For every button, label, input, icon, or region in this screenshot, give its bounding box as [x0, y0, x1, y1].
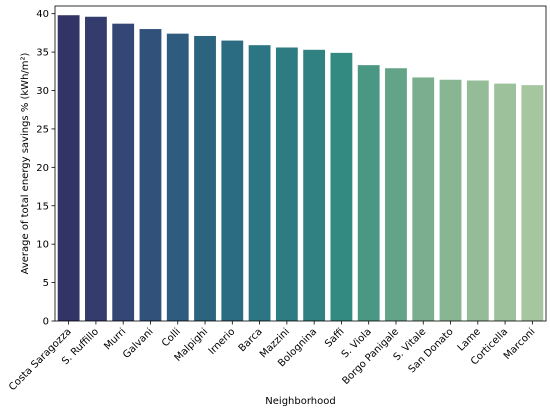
- bar-s-viola: [357, 65, 380, 321]
- bar-barca: [248, 45, 271, 322]
- plot-frame: [54, 5, 547, 322]
- y-axis: 0 5 10 15 20 25 30 35 40: [36, 9, 55, 328]
- x-tick-label: Irnerio: [207, 326, 238, 357]
- bars-group: [57, 15, 544, 322]
- y-tick-label: 40: [36, 9, 49, 20]
- bar-s-ruffillo: [85, 16, 107, 321]
- bar-san-donato: [439, 79, 462, 321]
- bar-lame: [466, 80, 489, 322]
- y-tick-label: 30: [36, 86, 49, 97]
- y-tick-label: 20: [36, 163, 49, 174]
- y-axis-title: Average of total energy savings % (kWh/m…: [20, 52, 31, 274]
- y-tick-label: 0: [43, 317, 49, 328]
- x-tick-label: Colli: [160, 326, 183, 349]
- y-tick-label: 10: [36, 240, 49, 251]
- bar-corticella: [494, 83, 516, 321]
- x-tick-label: Galvani: [121, 326, 156, 361]
- bar-borgo-panigale: [385, 68, 407, 321]
- bar-saffi: [330, 52, 353, 322]
- x-tick-label: Saffi: [323, 326, 346, 349]
- y-tick-label: 25: [36, 124, 49, 135]
- bar-marconi: [521, 85, 544, 321]
- bar-mazzini: [275, 47, 298, 322]
- bar-murri: [112, 23, 135, 321]
- bar-costa-saragozza: [57, 15, 80, 321]
- y-tick-label: 5: [43, 278, 49, 289]
- x-axis-title: Neighborhood: [265, 396, 335, 407]
- bar-colli: [166, 33, 189, 321]
- bar-irnerio: [221, 40, 244, 321]
- bar-malpighi: [194, 35, 216, 322]
- y-tick-label: 35: [36, 48, 49, 59]
- bar-galvani: [139, 29, 162, 322]
- y-tick-label: 15: [36, 201, 49, 212]
- bar-s-vitale: [412, 77, 435, 321]
- bar-bolognina: [303, 49, 326, 321]
